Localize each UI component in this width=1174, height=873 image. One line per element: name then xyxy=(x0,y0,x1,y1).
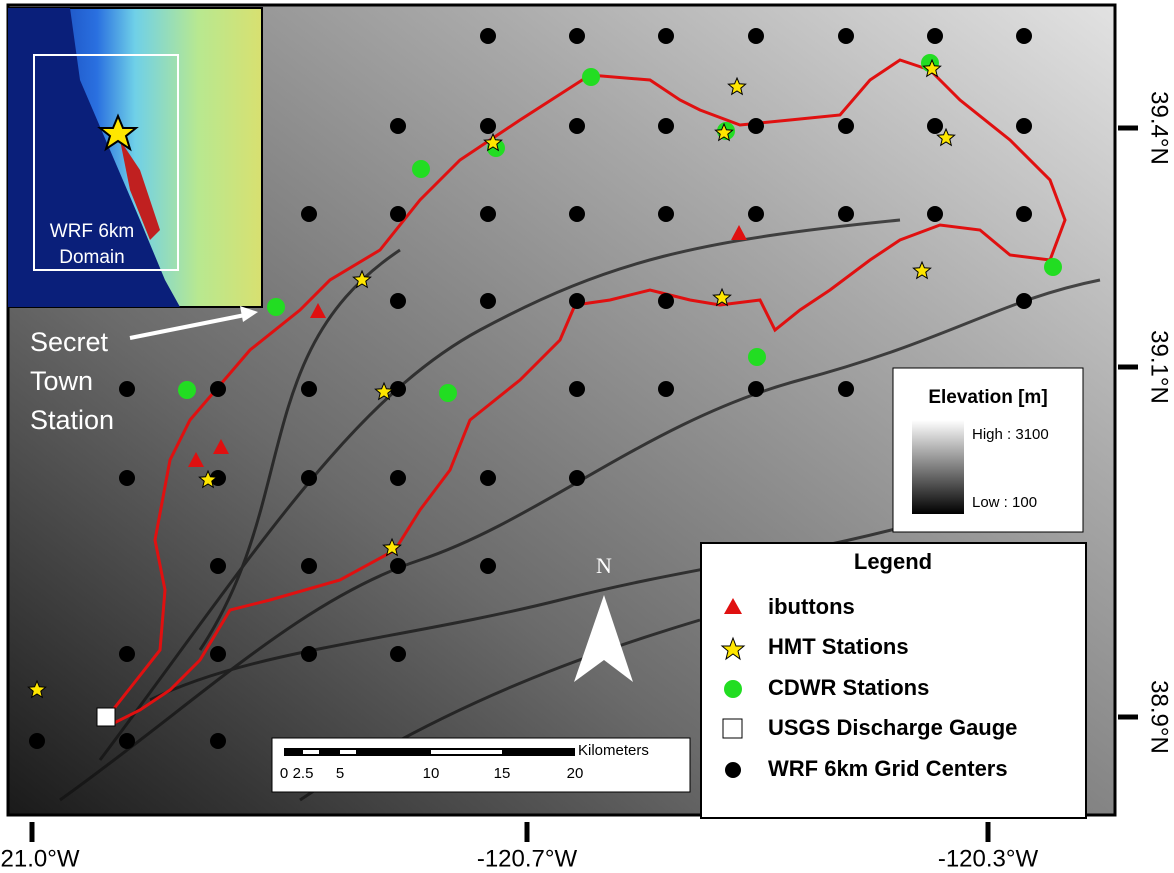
legend: Legend ibuttons HMT Stations CDWR Statio… xyxy=(701,543,1086,818)
grid-center xyxy=(119,733,135,749)
annotation-text: Station xyxy=(30,405,114,435)
grid-center xyxy=(748,206,764,222)
grid-center xyxy=(1016,206,1032,222)
cdwr-station xyxy=(1044,258,1062,276)
grid-center xyxy=(838,118,854,134)
north-label: N xyxy=(596,553,612,578)
legend-item: ibuttons xyxy=(768,594,855,619)
grid-center xyxy=(301,381,317,397)
usgs-gauge xyxy=(97,708,115,726)
grid-center xyxy=(748,118,764,134)
grid-center xyxy=(29,733,45,749)
cdwr-station xyxy=(178,381,196,399)
grid-center xyxy=(658,381,674,397)
grid-center xyxy=(301,206,317,222)
grid-center xyxy=(927,118,943,134)
grid-center xyxy=(927,206,943,222)
grid-center xyxy=(838,381,854,397)
legend-item: USGS Discharge Gauge xyxy=(768,715,1017,740)
grid-center xyxy=(1016,118,1032,134)
grid-center xyxy=(390,470,406,486)
cdwr-station xyxy=(439,384,457,402)
grid-center xyxy=(301,558,317,574)
grid-center xyxy=(569,293,585,309)
grid-center xyxy=(480,558,496,574)
grid-center xyxy=(658,206,674,222)
inset-label: Domain xyxy=(59,247,124,268)
grid-center xyxy=(569,28,585,44)
grid-center xyxy=(480,206,496,222)
lon-label: -120.7°W xyxy=(477,845,578,872)
grid-center xyxy=(748,28,764,44)
scale-label: 0 xyxy=(280,765,288,782)
scale-label: 15 xyxy=(494,765,511,782)
scale-bar: Kilometers 0 2.5 5 10 15 20 xyxy=(272,738,690,792)
map-figure: WRF 6km Domain Secret Town Station Eleva… xyxy=(0,0,1174,873)
legend-item: HMT Stations xyxy=(768,634,909,659)
grid-center xyxy=(210,381,226,397)
legend-item: WRF 6km Grid Centers xyxy=(768,756,1008,781)
grid-center xyxy=(1016,293,1032,309)
legend-label: Low : 100 xyxy=(972,494,1037,511)
grid-center xyxy=(480,293,496,309)
lat-label: 39.1°N xyxy=(1146,330,1173,404)
inset-map: WRF 6km Domain xyxy=(8,8,262,307)
cdwr-station xyxy=(412,160,430,178)
grid-center xyxy=(210,646,226,662)
grid-center xyxy=(390,293,406,309)
grid-center xyxy=(390,118,406,134)
legend-title: Elevation [m] xyxy=(928,387,1047,408)
legend-item: CDWR Stations xyxy=(768,675,929,700)
grid-center xyxy=(838,206,854,222)
grid-center xyxy=(119,646,135,662)
inset-label: WRF 6km xyxy=(50,221,134,242)
cdwr-station xyxy=(582,68,600,86)
annotation-text: Town xyxy=(30,366,93,396)
lat-label: 38.9°N xyxy=(1146,680,1173,754)
lon-label: -120.3°W xyxy=(938,845,1039,872)
grid-center xyxy=(569,118,585,134)
grid-center xyxy=(748,381,764,397)
grid-center xyxy=(301,646,317,662)
scale-label: 2.5 xyxy=(293,765,314,782)
grid-center xyxy=(480,118,496,134)
grid-center xyxy=(838,28,854,44)
grid-center xyxy=(390,646,406,662)
annotation-text: Secret xyxy=(30,327,109,357)
grid-center xyxy=(119,381,135,397)
grid-center xyxy=(480,470,496,486)
cdwr-station xyxy=(267,298,285,316)
grid-center xyxy=(658,28,674,44)
grid-center xyxy=(119,470,135,486)
grid-center xyxy=(210,558,226,574)
grid-center xyxy=(390,558,406,574)
grid-center xyxy=(658,293,674,309)
lat-label: 39.4°N xyxy=(1146,91,1173,165)
grid-center xyxy=(569,381,585,397)
grid-center xyxy=(927,28,943,44)
grid-center xyxy=(210,733,226,749)
grid-center xyxy=(480,28,496,44)
grid-center xyxy=(569,206,585,222)
legend-label: High : 3100 xyxy=(972,426,1049,443)
scale-label: 5 xyxy=(336,765,344,782)
cdwr-station xyxy=(748,348,766,366)
grid-center xyxy=(390,206,406,222)
scale-unit: Kilometers xyxy=(578,742,649,759)
scale-label: 20 xyxy=(567,765,584,782)
grid-center xyxy=(1016,28,1032,44)
legend-title: Legend xyxy=(854,549,932,574)
grid-center xyxy=(658,118,674,134)
grid-center xyxy=(301,470,317,486)
lon-label: 21.0°W xyxy=(1,845,80,872)
grid-center xyxy=(569,470,585,486)
scale-label: 10 xyxy=(423,765,440,782)
elevation-legend: Elevation [m] High : 3100 Low : 100 xyxy=(893,368,1083,532)
